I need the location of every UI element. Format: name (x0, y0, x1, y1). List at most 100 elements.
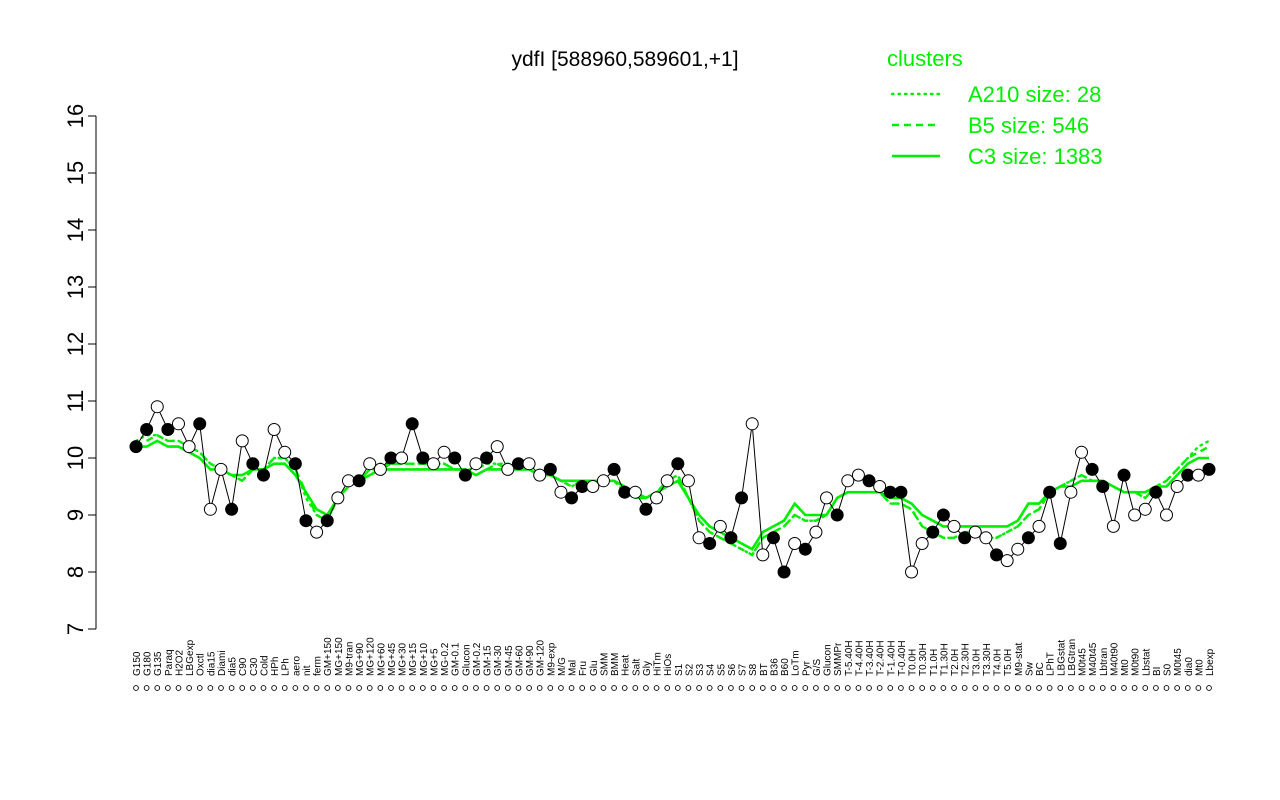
x-tick-marker (738, 685, 745, 691)
x-tick-label: BMM (610, 653, 621, 676)
data-point (522, 457, 536, 471)
x-tick-label: S8 (748, 663, 759, 676)
x-tick-marker (303, 685, 309, 691)
data-point (990, 548, 1004, 562)
x-tick-marker (749, 685, 756, 691)
x-tick-marker (345, 685, 352, 691)
legend: clusters A210 size: 28 B5 size: 546 C3 siz… (887, 46, 1103, 169)
x-tick-label: M0t90 (1131, 648, 1142, 676)
y-tick-label: 9 (63, 509, 88, 521)
x-tick-label: T2.30H (961, 643, 972, 676)
data-point (1149, 485, 1163, 499)
x-tick-marker (1131, 685, 1138, 691)
data-point (1064, 485, 1078, 499)
x-tick-marker (133, 685, 139, 691)
x-tick-marker (228, 685, 235, 691)
data-point (554, 485, 568, 499)
x-tick-label: MG+60 (376, 642, 387, 676)
x-tick-marker (558, 685, 564, 691)
data-point (469, 457, 483, 471)
y-tick-label: 16 (63, 104, 88, 128)
x-tick-label: M0t45 (1078, 648, 1089, 676)
x-tick-marker (600, 685, 607, 691)
x-tick-label: GM-45 (504, 645, 515, 676)
data-point (533, 468, 547, 482)
x-tick-marker (621, 685, 628, 691)
x-tick-label: T2.0H (950, 649, 961, 676)
x-tick-marker (1153, 685, 1159, 691)
data-point (873, 480, 887, 493)
data-point (225, 502, 239, 516)
x-tick-marker (929, 685, 936, 691)
data-point (926, 525, 940, 539)
x-tick-label: M9-stat (1014, 642, 1025, 676)
x-tick-label: M9-exp (546, 642, 557, 676)
x-tick-marker (504, 685, 511, 691)
x-tick-marker (547, 685, 554, 691)
x-tick-label: nit (302, 665, 313, 676)
x-tick-marker (791, 685, 798, 691)
legend-entry-label: B5 size: 546 (968, 113, 1089, 138)
data-point (628, 485, 642, 499)
x-tick-label: LoTm (791, 650, 802, 676)
data-point (830, 508, 844, 522)
data-point (480, 451, 494, 465)
x-tick-label: SMMPr (833, 642, 844, 676)
x-tick-label: LPh (281, 658, 292, 676)
x-tick-label: Gly (642, 661, 653, 676)
x-tick-label: G180 (143, 651, 154, 676)
x-tick-marker (324, 685, 331, 691)
x-tick-label: T-1.40H (886, 640, 897, 676)
x-tick-marker (611, 685, 617, 691)
x-tick-label: dia0 (1184, 657, 1195, 676)
data-point (650, 491, 664, 505)
x-tick-marker (983, 685, 989, 691)
x-tick-label: LBGtran (1067, 639, 1078, 676)
data-point (129, 440, 143, 454)
x-tick-label: S3 (695, 663, 706, 676)
data-point (915, 537, 929, 550)
y-tick-label: 7 (63, 623, 88, 635)
data-point (437, 445, 451, 459)
x-tick-marker (919, 685, 926, 691)
x-tick-marker (770, 685, 777, 691)
x-tick-label: BI (1152, 667, 1163, 676)
y-tick-label: 12 (63, 332, 88, 356)
x-tick-label: Mt0 (1194, 659, 1205, 676)
data-point (1138, 502, 1152, 516)
data-point (671, 457, 685, 471)
x-tick-label: GM+150 (323, 637, 334, 676)
x-tick-marker (1099, 685, 1106, 691)
x-tick-label: T4.0H (993, 649, 1004, 676)
x-tick-marker (1206, 685, 1212, 691)
data-point (150, 400, 164, 414)
data-point (299, 514, 313, 528)
x-tick-label: S0 (1163, 663, 1174, 676)
x-tick-label: MG-0.2 (440, 642, 451, 676)
data-point (235, 434, 249, 448)
x-tick-marker (462, 685, 469, 691)
x-tick-label: Pyr (801, 660, 812, 676)
data-point (1043, 485, 1057, 499)
data-point (363, 457, 377, 471)
x-tick-label: MG+45 (387, 642, 398, 676)
x-tick-marker (1110, 685, 1117, 691)
data-point (1075, 445, 1089, 459)
x-tick-label: GM-0.2 (472, 642, 483, 676)
x-tick-label: MG+90 (355, 642, 366, 676)
x-tick-label: G/S (812, 658, 823, 676)
data-point (1117, 468, 1131, 482)
x-tick-label: LPhT (1046, 652, 1057, 676)
data-point (745, 417, 759, 431)
data-point (1096, 480, 1110, 493)
data-point (596, 474, 610, 488)
x-tick-label: dia5 (228, 657, 239, 676)
data-point (501, 462, 515, 476)
x-tick-marker (143, 685, 150, 691)
data-point (1021, 531, 1035, 545)
x-tick-label: Mal (568, 660, 579, 676)
x-tick-label: HPh (270, 657, 281, 676)
x-tick-marker (759, 685, 766, 691)
